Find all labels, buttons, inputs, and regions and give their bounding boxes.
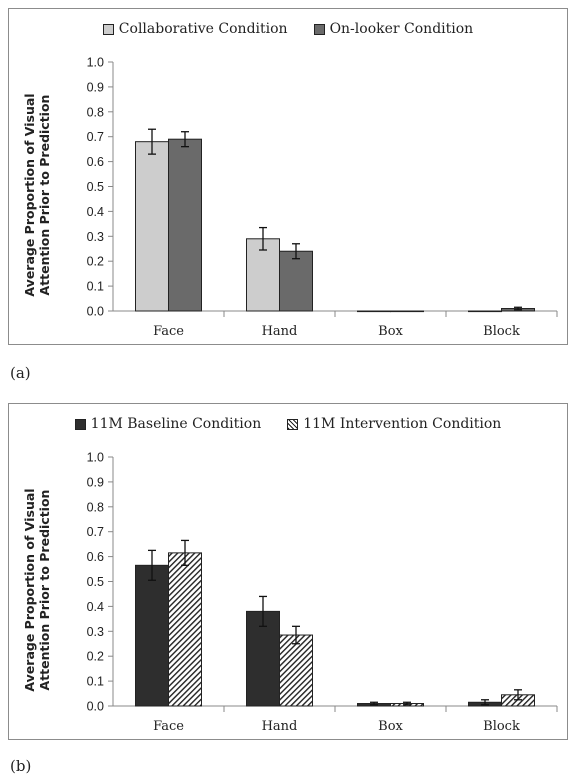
x-tick-label: Box xyxy=(378,324,403,339)
y-tick-label: 1.0 xyxy=(87,56,104,70)
bar xyxy=(246,238,280,312)
y-tick-label: 0.3 xyxy=(87,230,104,244)
bar xyxy=(279,250,313,312)
y-tick-label: 0.1 xyxy=(87,280,104,294)
panel-label: (a) xyxy=(10,364,31,382)
y-tick-label: 0.7 xyxy=(87,130,104,144)
y-tick-label: 0.4 xyxy=(87,205,104,219)
y-tick-label: 0.2 xyxy=(87,650,104,664)
y-tick-label: 0.0 xyxy=(87,700,104,714)
bar xyxy=(468,310,502,313)
y-tick-label: 0.9 xyxy=(87,475,104,489)
y-tick-label: 0.9 xyxy=(87,80,104,94)
x-tick-label: Block xyxy=(483,324,520,339)
bar xyxy=(135,564,169,707)
chart-panel-b: 11M Baseline Condition 11M Intervention … xyxy=(8,403,568,740)
y-tick-label: 0.5 xyxy=(87,575,104,589)
x-tick-label: Block xyxy=(483,719,520,734)
y-tick-label: 0.8 xyxy=(87,500,104,514)
panel-label: (b) xyxy=(10,757,32,775)
legend-label: Collaborative Condition xyxy=(118,21,288,37)
bar xyxy=(135,141,169,312)
y-tick-label: 0.5 xyxy=(87,180,104,194)
x-tick-label: Box xyxy=(378,719,403,734)
chart-plot: 0.0 0.1 0.2 0.3 0.4 0.5 0.6 0.7 0.8 0.9 1.0 Face Han… xyxy=(87,451,558,734)
bar xyxy=(390,310,424,313)
legend-swatch xyxy=(287,418,299,430)
y-tick-label: 0.7 xyxy=(87,525,104,539)
bar xyxy=(168,138,202,312)
y-tick-label: 0.6 xyxy=(87,155,104,169)
legend-label: On-looker Condition xyxy=(329,21,474,37)
x-tick-label: Hand xyxy=(262,719,298,734)
legend-item: 11M Baseline Condition xyxy=(74,416,262,432)
y-tick-label: 0.1 xyxy=(87,675,104,689)
legend-item: 11M Intervention Condition xyxy=(287,416,501,432)
y-tick-label: 0.6 xyxy=(87,550,104,564)
x-tick-label: Face xyxy=(153,324,184,339)
legend-swatch xyxy=(313,23,325,35)
x-tick-label: Face xyxy=(153,719,184,734)
legend-item: On-looker Condition xyxy=(313,21,474,37)
y-tick-label: 1.0 xyxy=(87,451,104,465)
y-tick-label: 0.2 xyxy=(87,255,104,269)
legend-item: Collaborative Condition xyxy=(102,21,288,37)
y-tick-label: 0.8 xyxy=(87,105,104,119)
chart-plot: 0.0 0.1 0.2 0.3 0.4 0.5 0.6 0.7 0.8 0.9 1.0 Face Han… xyxy=(87,56,558,339)
y-tick-label: 0.4 xyxy=(87,600,104,614)
bar xyxy=(246,610,280,707)
legend-swatch xyxy=(74,418,86,430)
y-tick-label: 0.3 xyxy=(87,625,104,639)
legend: Collaborative Condition On-looker Condit… xyxy=(9,21,567,37)
legend-label: 11M Intervention Condition xyxy=(303,416,502,432)
y-tick-label: 0.0 xyxy=(87,305,104,319)
chart-panel-a: Collaborative Condition On-looker Condit… xyxy=(8,8,568,345)
bar xyxy=(357,310,391,313)
legend-swatch xyxy=(102,23,114,35)
bar xyxy=(279,634,313,707)
legend: 11M Baseline Condition 11M Intervention … xyxy=(9,416,567,432)
x-tick-label: Hand xyxy=(262,324,298,339)
bar xyxy=(168,552,202,707)
legend-label: 11M Baseline Condition xyxy=(90,416,262,432)
